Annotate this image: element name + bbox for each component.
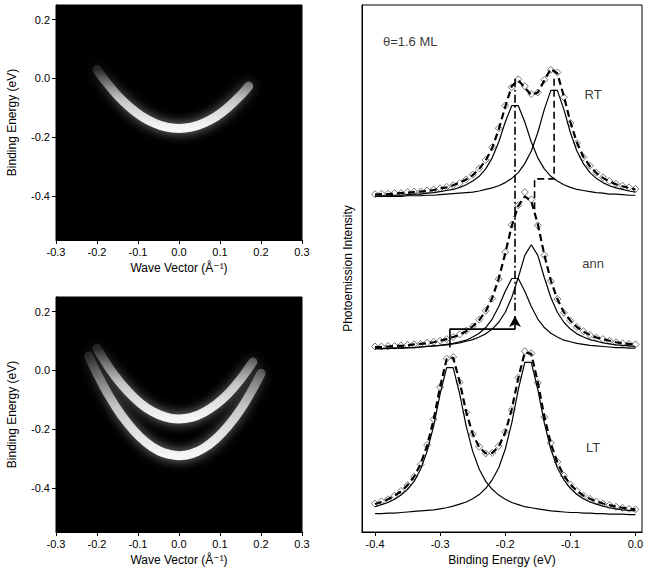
svg-text:0.0: 0.0 (171, 246, 186, 258)
svg-text:0.2: 0.2 (253, 246, 268, 258)
svg-text:0.2: 0.2 (253, 538, 268, 550)
svg-text:0.1: 0.1 (212, 538, 227, 550)
svg-text:0.0: 0.0 (35, 364, 50, 376)
svg-text:0.1: 0.1 (212, 246, 227, 258)
svg-text:Wave Vector (Å⁻¹): Wave Vector (Å⁻¹) (130, 260, 227, 275)
svg-text:-0.4: -0.4 (31, 190, 50, 202)
svg-text:-0.2: -0.2 (88, 246, 107, 258)
svg-text:-0.1: -0.1 (129, 246, 148, 258)
svg-text:-0.4: -0.4 (366, 538, 385, 550)
svg-text:0.3: 0.3 (294, 538, 309, 550)
svg-text:0.0: 0.0 (628, 538, 643, 550)
svg-text:0.2: 0.2 (35, 14, 50, 26)
svg-text:0.0: 0.0 (35, 72, 50, 84)
svg-text:-0.2: -0.2 (31, 131, 50, 143)
svg-text:0.0: 0.0 (171, 538, 186, 550)
svg-text:0.2: 0.2 (35, 306, 50, 318)
svg-text:-0.1: -0.1 (129, 538, 148, 550)
svg-text:ann: ann (582, 256, 604, 271)
svg-text:θ=1.6 ML: θ=1.6 ML (383, 34, 438, 49)
svg-text:0.3: 0.3 (294, 246, 309, 258)
svg-text:RT: RT (585, 87, 602, 102)
svg-text:-0.4: -0.4 (31, 482, 50, 494)
svg-text:-0.3: -0.3 (47, 246, 66, 258)
svg-text:-0.1: -0.1 (561, 538, 580, 550)
svg-text:Wave Vector (Å⁻¹): Wave Vector (Å⁻¹) (130, 552, 227, 567)
svg-text:-0.2: -0.2 (88, 538, 107, 550)
svg-text:Photoemission Intensity: Photoemission Intensity (341, 205, 355, 332)
svg-text:Binding Energy (eV): Binding Energy (eV) (5, 69, 19, 176)
svg-text:-0.2: -0.2 (496, 538, 515, 550)
svg-text:-0.3: -0.3 (431, 538, 450, 550)
svg-text:Binding Energy (eV): Binding Energy (eV) (5, 361, 19, 468)
svg-text:Binding Energy (eV): Binding Energy (eV) (448, 553, 555, 567)
svg-text:-0.3: -0.3 (47, 538, 66, 550)
svg-text:LT: LT (586, 440, 600, 455)
svg-text:-0.2: -0.2 (31, 423, 50, 435)
